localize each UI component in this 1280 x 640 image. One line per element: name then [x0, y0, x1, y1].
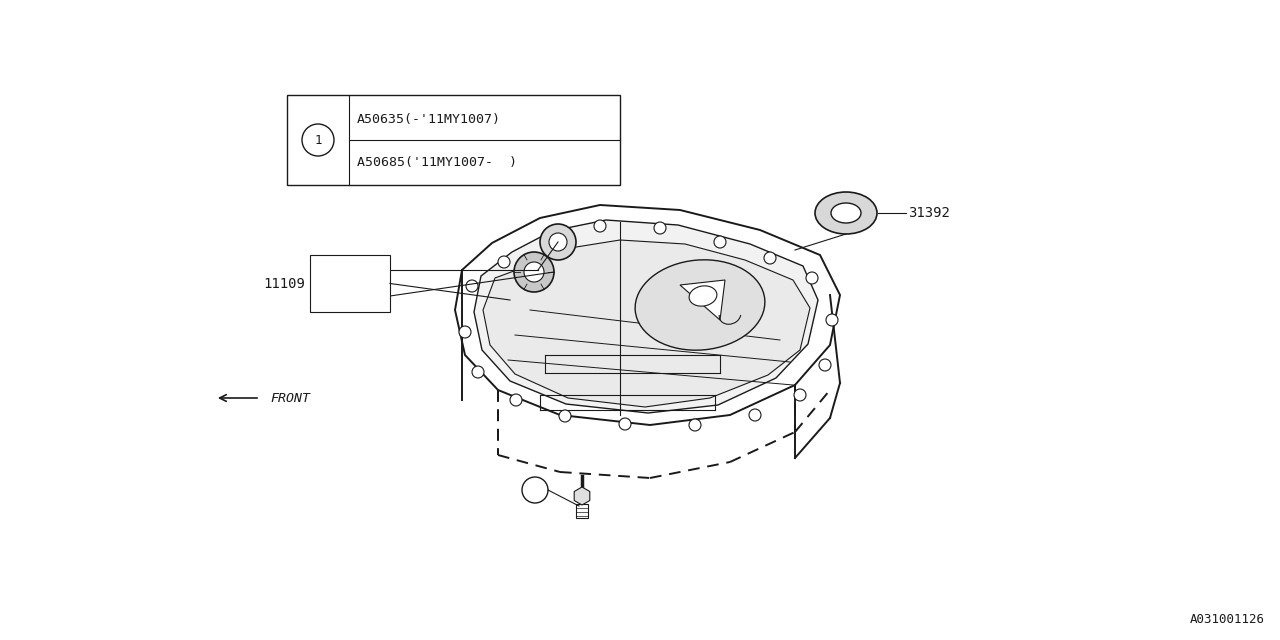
- Ellipse shape: [831, 203, 861, 223]
- Circle shape: [806, 272, 818, 284]
- Polygon shape: [454, 205, 840, 425]
- Text: 1: 1: [315, 134, 321, 147]
- Circle shape: [515, 252, 554, 292]
- Bar: [576, 504, 588, 518]
- Circle shape: [472, 366, 484, 378]
- Circle shape: [826, 314, 838, 326]
- Circle shape: [559, 410, 571, 422]
- Circle shape: [509, 394, 522, 406]
- Ellipse shape: [635, 260, 765, 350]
- Circle shape: [522, 477, 548, 503]
- Text: A50635(-'11MY1007): A50635(-'11MY1007): [357, 113, 500, 126]
- Text: 1: 1: [531, 483, 539, 497]
- Text: H02001: H02001: [338, 289, 388, 303]
- Circle shape: [794, 389, 806, 401]
- Polygon shape: [483, 240, 810, 407]
- Ellipse shape: [689, 286, 717, 306]
- Circle shape: [549, 233, 567, 251]
- Text: 31392: 31392: [908, 206, 950, 220]
- Circle shape: [620, 418, 631, 430]
- Circle shape: [764, 252, 776, 264]
- Circle shape: [819, 359, 831, 371]
- Text: A031001126: A031001126: [1190, 613, 1265, 626]
- Text: 11126: 11126: [346, 263, 388, 277]
- Bar: [310, 255, 390, 312]
- Circle shape: [749, 409, 762, 421]
- Ellipse shape: [815, 192, 877, 234]
- Polygon shape: [680, 280, 724, 320]
- Circle shape: [714, 236, 726, 248]
- Polygon shape: [474, 220, 818, 413]
- Circle shape: [689, 419, 701, 431]
- Text: 11109: 11109: [264, 276, 305, 291]
- Text: FRONT: FRONT: [270, 392, 310, 404]
- Circle shape: [524, 262, 544, 282]
- Circle shape: [498, 256, 509, 268]
- Circle shape: [541, 232, 553, 244]
- Circle shape: [594, 220, 605, 232]
- Circle shape: [466, 280, 477, 292]
- Circle shape: [302, 124, 334, 156]
- Text: A50685('11MY1007-  ): A50685('11MY1007- ): [357, 156, 517, 169]
- Circle shape: [540, 224, 576, 260]
- Circle shape: [460, 326, 471, 338]
- Circle shape: [654, 222, 666, 234]
- Bar: [287, 95, 620, 185]
